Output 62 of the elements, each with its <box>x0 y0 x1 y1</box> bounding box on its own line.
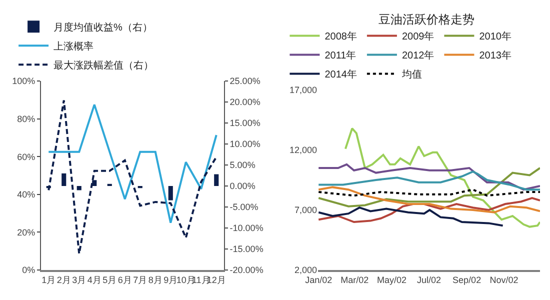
bar <box>214 174 219 186</box>
line-series <box>344 127 540 228</box>
y2-tick-label: 20.00% <box>230 97 260 108</box>
bar <box>168 186 173 200</box>
line-series <box>318 170 540 191</box>
x-tick-label: 5月 <box>102 274 117 285</box>
bar <box>92 180 97 186</box>
line-series <box>318 163 540 191</box>
line-series <box>318 167 540 208</box>
y-tick-label: 2,000 <box>294 265 317 276</box>
x-tick-label: 3月 <box>72 274 86 285</box>
legend-label: 2014年 <box>324 68 357 81</box>
y-tick-label: 0% <box>22 265 36 276</box>
x-tick-label: May/02 <box>377 274 407 285</box>
x-tick-label: Jul/02 <box>416 274 442 285</box>
y-tick-label: 100% <box>12 76 36 86</box>
y2-tick-label: 25.00% <box>230 76 260 86</box>
line-series <box>48 104 218 224</box>
y-tick-label: 80% <box>17 114 36 124</box>
legend-label: 月度均值收益%（右） <box>54 22 152 34</box>
line-series <box>318 188 540 197</box>
legend-label: 2009年 <box>402 30 434 43</box>
x-tick-label: Mar/02 <box>340 274 369 285</box>
line-series <box>318 197 540 223</box>
y2-tick-label: -15.00% <box>230 244 264 254</box>
legend-label: 最大涨跌幅差值（右） <box>54 60 154 72</box>
y2-tick-label: 10.00% <box>230 139 260 150</box>
y-tick-label: 40% <box>17 190 36 200</box>
y-tick-label: 12,000 <box>289 145 317 156</box>
y2-tick-label: -20.00% <box>230 265 264 276</box>
bar <box>76 186 82 190</box>
y-tick-label: 20% <box>17 227 36 238</box>
x-tick-label: 1月 <box>42 274 56 285</box>
line-series <box>318 186 540 214</box>
legend-label: 2012年 <box>402 50 434 62</box>
x-tick-label: 7月 <box>133 274 148 285</box>
chart-title: 豆油活跃价格走势 <box>378 12 474 26</box>
bar <box>62 173 66 186</box>
y-tick-label: 60% <box>17 152 36 162</box>
x-tick-label: 8月 <box>148 274 162 285</box>
legend-label: 上涨概率 <box>54 40 94 53</box>
legend-label: 均值 <box>400 68 422 81</box>
line-series <box>318 206 504 227</box>
x-tick-label: Jan/02 <box>305 274 332 285</box>
line-series <box>48 99 218 255</box>
x-tick-label: 6月 <box>118 274 132 285</box>
x-tick-label: 4月 <box>87 274 102 285</box>
y2-tick-label: 15.00% <box>230 118 260 128</box>
y-tick-label: 7,000 <box>294 205 317 216</box>
legend-label: 2010年 <box>479 30 512 43</box>
x-tick-label: Sep/02 <box>452 274 482 285</box>
legend-label: 2013年 <box>479 50 512 62</box>
x-tick-label: Nov/02 <box>490 274 518 285</box>
y2-tick-label: 0.00% <box>230 181 256 192</box>
y2-tick-label: 5.00% <box>230 160 256 170</box>
y2-tick-label: -5.00% <box>230 202 258 212</box>
y-tick-label: 17,000 <box>289 85 317 96</box>
x-tick-label: 2月 <box>56 274 71 285</box>
legend-label: 2011年 <box>324 50 356 62</box>
legend-label: 2008年 <box>324 30 357 43</box>
x-tick-label: 9月 <box>164 274 178 285</box>
y2-tick-label: -10.00% <box>230 223 264 234</box>
